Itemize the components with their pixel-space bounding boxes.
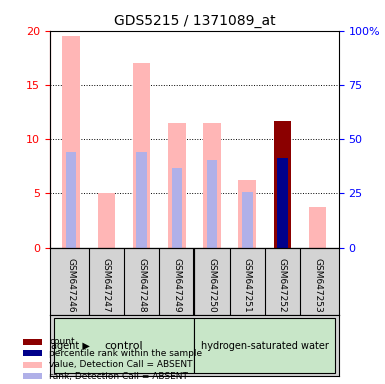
Bar (172, 169, 182, 248)
Text: hydrogen-saturated water: hydrogen-saturated water (201, 341, 329, 351)
Text: count: count (49, 337, 75, 346)
Text: GSM647253: GSM647253 (313, 258, 322, 313)
Bar (168, 123, 186, 248)
Bar (23, 350, 42, 356)
FancyBboxPatch shape (194, 318, 335, 373)
Title: GDS5215 / 1371089_at: GDS5215 / 1371089_at (114, 14, 275, 28)
Bar (23, 373, 42, 379)
Text: value, Detection Call = ABSENT: value, Detection Call = ABSENT (49, 360, 193, 369)
Bar (62, 36, 80, 248)
Text: GSM647252: GSM647252 (278, 258, 287, 312)
Bar (274, 121, 291, 248)
Text: control: control (105, 341, 143, 351)
Bar (133, 63, 151, 248)
Text: agent ▶: agent ▶ (51, 341, 90, 351)
Bar (66, 152, 77, 248)
Bar (242, 192, 253, 248)
Bar (309, 207, 326, 248)
Text: GSM647250: GSM647250 (208, 258, 216, 313)
Bar (274, 121, 291, 248)
Text: GSM647251: GSM647251 (243, 258, 252, 313)
FancyBboxPatch shape (54, 318, 194, 373)
Bar (23, 362, 42, 367)
Bar (207, 160, 217, 248)
Bar (23, 339, 42, 344)
Text: percentile rank within the sample: percentile rank within the sample (49, 349, 203, 358)
Text: GSM647248: GSM647248 (137, 258, 146, 312)
Text: GSM647249: GSM647249 (172, 258, 181, 312)
Bar (238, 180, 256, 248)
Text: rank, Detection Call = ABSENT: rank, Detection Call = ABSENT (49, 371, 188, 381)
Bar (136, 152, 147, 248)
Bar (97, 194, 115, 248)
Bar (203, 123, 221, 248)
Bar (277, 157, 288, 248)
Text: GSM647246: GSM647246 (67, 258, 76, 312)
Text: GSM647247: GSM647247 (102, 258, 111, 312)
